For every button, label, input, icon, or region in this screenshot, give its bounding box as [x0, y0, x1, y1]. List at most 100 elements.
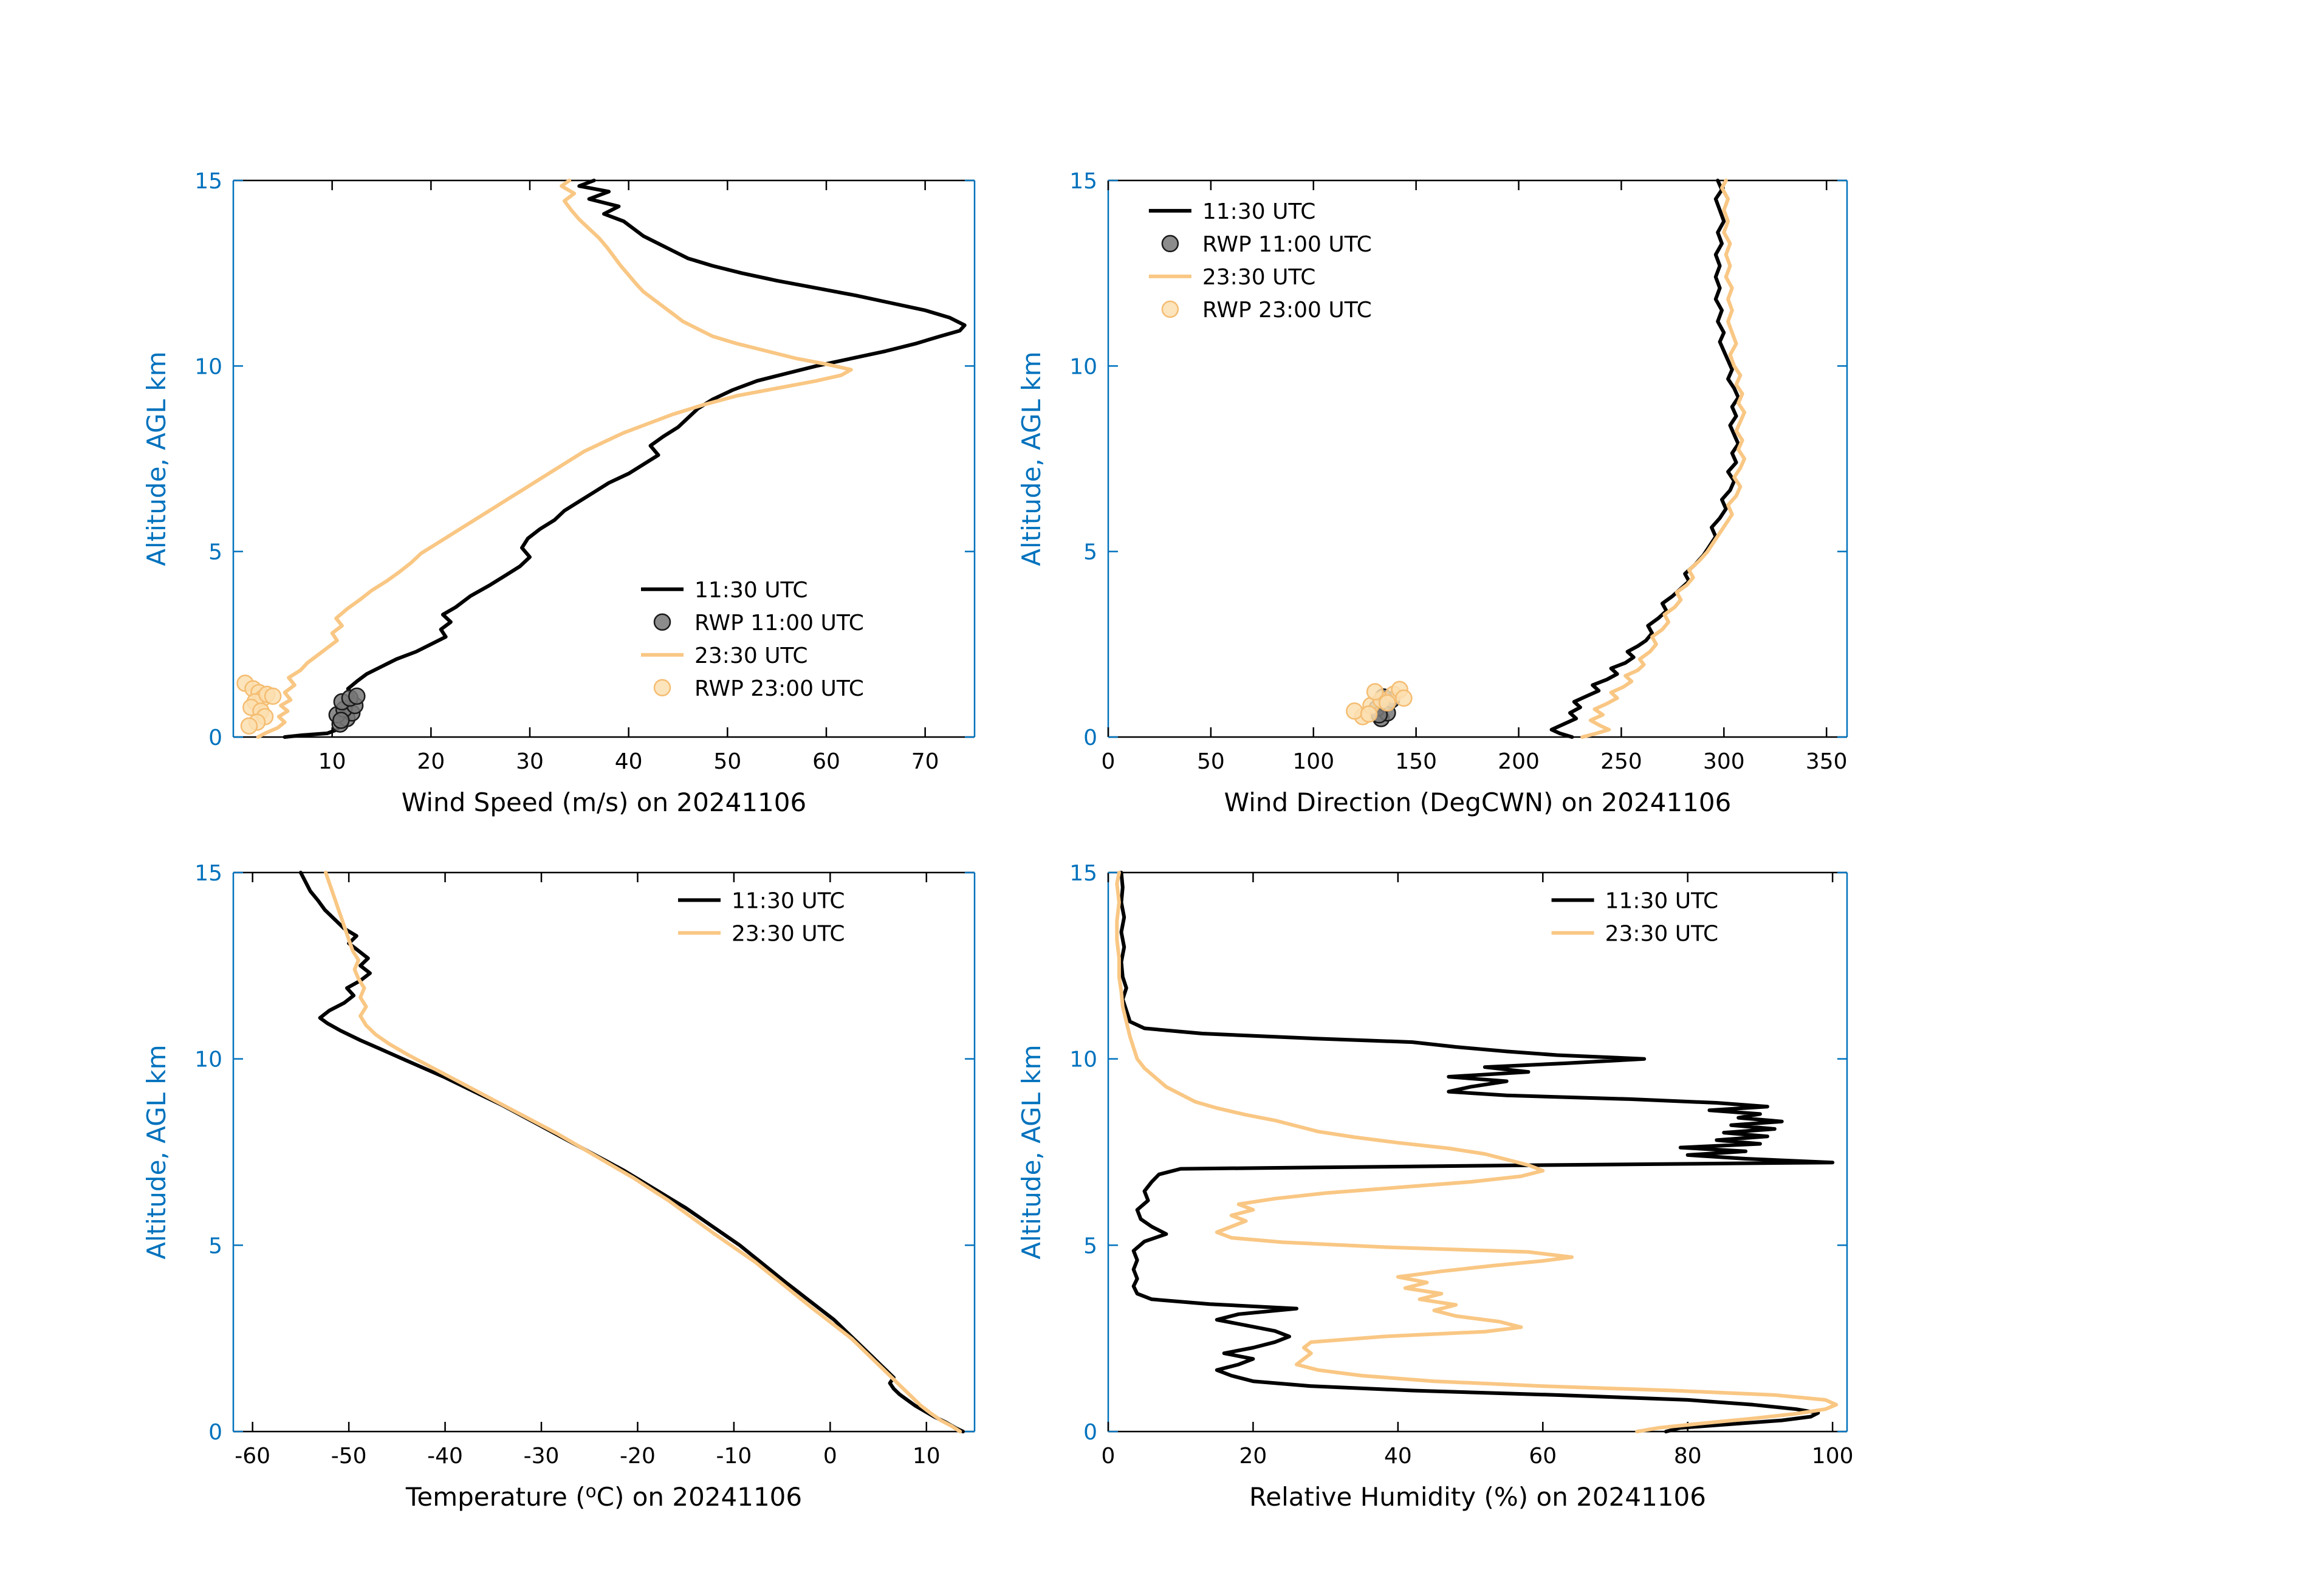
x-tick-label: 70 — [911, 749, 939, 774]
x-tick-label: 50 — [713, 749, 741, 774]
legend-entry: 23:30 UTC — [1551, 921, 1719, 946]
y-tick-label: 15 — [194, 169, 222, 194]
panel-relative-humidity: 0 20 40 60 80 100 0 5 10 15 Relative Humidity (%) … — [1016, 861, 1854, 1512]
x-tick-label: 300 — [1703, 749, 1745, 774]
series-line-11-30-utc — [283, 179, 967, 739]
series-line-23-30-utc — [256, 179, 853, 739]
y-tick-label: 5 — [208, 540, 222, 565]
x-tick-label: 60 — [812, 749, 840, 774]
panel-temperature: -60 -50 -40 -30 -20 -10 0 10 0 5 10 15 Temperature (… — [142, 861, 976, 1512]
x-tick-label: 40 — [1384, 1444, 1412, 1469]
x-tick-label: 100 — [1292, 749, 1334, 774]
marker — [240, 717, 258, 735]
series-line-11-30-utc — [1119, 871, 1835, 1433]
legend-label: 11:30 UTC — [1605, 888, 1719, 913]
legend-label: 23:30 UTC — [1202, 265, 1316, 290]
x-tick-label: 10 — [913, 1444, 941, 1469]
legend-label: 11:30 UTC — [1202, 199, 1316, 224]
x-axis-label: Relative Humidity (%) on 20241106 — [1249, 1482, 1706, 1512]
legend-label: RWP 11:00 UTC — [1202, 232, 1372, 257]
series-line-11-30-utc — [298, 871, 965, 1433]
legend: 11:30 UTC RWP 11:00 UTC 23:30 UTC RWP 23:00… — [641, 578, 864, 701]
x-tick-label: -20 — [620, 1444, 656, 1469]
x-tick-label: -50 — [331, 1444, 367, 1469]
y-tick-label: 5 — [1083, 540, 1097, 565]
y-tick-label: 0 — [1083, 1420, 1097, 1445]
x-tick-label: -60 — [235, 1444, 270, 1469]
panel-wind-direction: 0 50 100 150 200 250 300 350 0 5 10 15 Wind Directio… — [1016, 169, 1848, 817]
marker — [348, 687, 366, 705]
x-tick-label: 0 — [1102, 749, 1116, 774]
marker — [1360, 705, 1378, 723]
legend-entry: 23:30 UTC — [641, 643, 808, 668]
y-tick-label: 10 — [194, 1048, 222, 1072]
series-line-23-30-utc — [1580, 179, 1747, 739]
series-line-23-30-utc — [1115, 871, 1839, 1433]
legend-entry: 11:30 UTC — [1148, 199, 1316, 224]
legend-entry: RWP 23:00 UTC — [1161, 298, 1372, 323]
marker — [1346, 702, 1363, 720]
x-tick-label: 250 — [1600, 749, 1642, 774]
marker — [332, 712, 350, 729]
x-tick-label: -40 — [427, 1444, 463, 1469]
legend-label: 23:30 UTC — [694, 643, 808, 668]
panel-wind-speed: 10 20 30 40 50 60 70 0 5 10 15 Wind Speed (m/s) on … — [142, 169, 976, 817]
x-axis-label: Wind Direction (DegCWN) on 20241106 — [1224, 787, 1732, 817]
x-tick-label: 0 — [1102, 1444, 1116, 1469]
legend-marker-sample — [653, 679, 671, 697]
x-tick-label: 60 — [1529, 1444, 1557, 1469]
x-tick-label: 150 — [1395, 749, 1437, 774]
x-tick-label: 200 — [1498, 749, 1540, 774]
series-line-11-30-utc — [1549, 179, 1740, 739]
x-tick-label: 20 — [417, 749, 445, 774]
x-axis-label: Temperature (oC) on 20241106 — [405, 1481, 802, 1512]
x-tick-label: 350 — [1806, 749, 1848, 774]
legend-label: 23:30 UTC — [732, 921, 845, 946]
legend-entry: RWP 11:00 UTC — [1161, 232, 1372, 257]
x-tick-label: 20 — [1239, 1444, 1267, 1469]
legend-entry: 11:30 UTC — [678, 888, 845, 913]
y-tick-label: 5 — [208, 1233, 222, 1258]
legend-label: RWP 23:00 UTC — [1202, 298, 1372, 323]
legend-entry: RWP 23:00 UTC — [653, 676, 864, 701]
y-tick-label: 0 — [208, 1420, 222, 1445]
x-tick-label: 10 — [318, 749, 346, 774]
y-tick-label: 10 — [1069, 1048, 1097, 1072]
x-tick-label: 30 — [516, 749, 544, 774]
legend: 11:30 UTC 23:30 UTC — [678, 888, 845, 946]
legend-label: 11:30 UTC — [694, 578, 808, 603]
series-scatter-rwp-23-00-utc — [1346, 681, 1413, 725]
x-tick-label: -10 — [716, 1444, 752, 1469]
x-tick-label: 50 — [1197, 749, 1225, 774]
legend-entry: RWP 11:00 UTC — [653, 611, 864, 636]
y-tick-label: 10 — [194, 354, 222, 379]
y-axis-label: Altitude, AGL km — [142, 351, 171, 566]
y-axis-label: Altitude, AGL km — [142, 1044, 171, 1259]
y-tick-label: 0 — [1083, 725, 1097, 750]
legend-label: 11:30 UTC — [732, 888, 845, 913]
series-scatter-rwp-23-00-utc — [236, 674, 282, 735]
legend-entry: 11:30 UTC — [1551, 888, 1719, 913]
y-tick-label: 0 — [208, 725, 222, 750]
x-tick-label: 0 — [823, 1444, 837, 1469]
x-tick-label: 80 — [1674, 1444, 1702, 1469]
legend-entry: 11:30 UTC — [641, 578, 808, 603]
y-tick-label: 15 — [1069, 169, 1097, 194]
x-tick-label: -30 — [524, 1444, 560, 1469]
marker — [1379, 694, 1396, 712]
legend: 11:30 UTC RWP 11:00 UTC 23:30 UTC RWP 23:00… — [1148, 199, 1372, 323]
legend-label: RWP 11:00 UTC — [694, 611, 864, 636]
x-tick-label: 40 — [615, 749, 643, 774]
y-tick-label: 15 — [1069, 861, 1097, 886]
legend-marker-sample — [1161, 235, 1179, 253]
legend: 11:30 UTC 23:30 UTC — [1551, 888, 1719, 946]
y-tick-label: 15 — [194, 861, 222, 886]
legend-label: 23:30 UTC — [1605, 921, 1719, 946]
legend-marker-sample — [653, 613, 671, 631]
y-tick-label: 10 — [1069, 354, 1097, 379]
series-scatter-rwp-11-00-utc — [328, 687, 366, 733]
series-line-23-30-utc — [324, 871, 962, 1433]
x-axis-label: Wind Speed (m/s) on 20241106 — [402, 787, 806, 817]
